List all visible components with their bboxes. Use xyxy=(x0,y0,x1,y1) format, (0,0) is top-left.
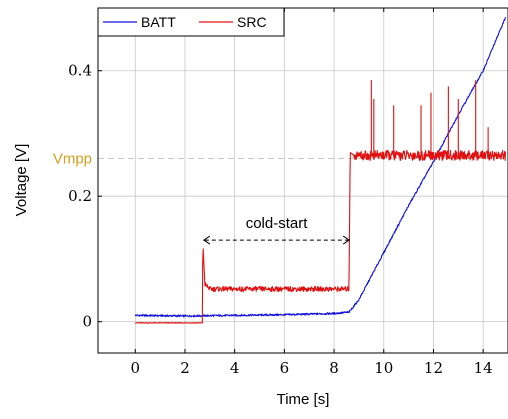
x-tick-label: 4 xyxy=(230,359,240,377)
x-tick-label: 2 xyxy=(180,359,190,377)
x-tick-label: 8 xyxy=(329,359,339,377)
y-tick-label: 0 xyxy=(82,313,92,331)
series-layer xyxy=(134,16,507,324)
cold-start-label: cold-start xyxy=(246,215,309,232)
legend: BATT SRC xyxy=(97,7,285,37)
x-tick-label: 12 xyxy=(424,359,443,377)
cold-start-arrowhead-left xyxy=(202,235,211,245)
x-axis-title: Time [s] xyxy=(277,391,330,408)
y-tick-label: 0.4 xyxy=(68,62,92,80)
plot-frame xyxy=(97,7,508,354)
legend-label-batt: BATT xyxy=(141,14,176,30)
legend-label-src: SRC xyxy=(237,14,267,30)
y-tick-label: 0.2 xyxy=(68,187,92,205)
x-tick-label: 10 xyxy=(374,359,393,377)
x-tick-label: 14 xyxy=(474,359,493,377)
cold-start-annotation: cold-start xyxy=(202,215,351,245)
x-tick-label: 0 xyxy=(130,359,140,377)
tick-layer: 0 2 4 6 8 10 12 14 0 0.2 0.4 xyxy=(68,8,493,377)
grid-layer xyxy=(98,8,508,353)
series-line-batt xyxy=(134,16,507,318)
y-axis-title: Voltage [V] xyxy=(13,144,30,217)
series-line-src xyxy=(135,149,507,324)
x-tick-label: 6 xyxy=(280,359,290,377)
cold-start-arrowhead-right xyxy=(342,235,351,245)
vmpp-label: Vmpp xyxy=(53,151,92,168)
